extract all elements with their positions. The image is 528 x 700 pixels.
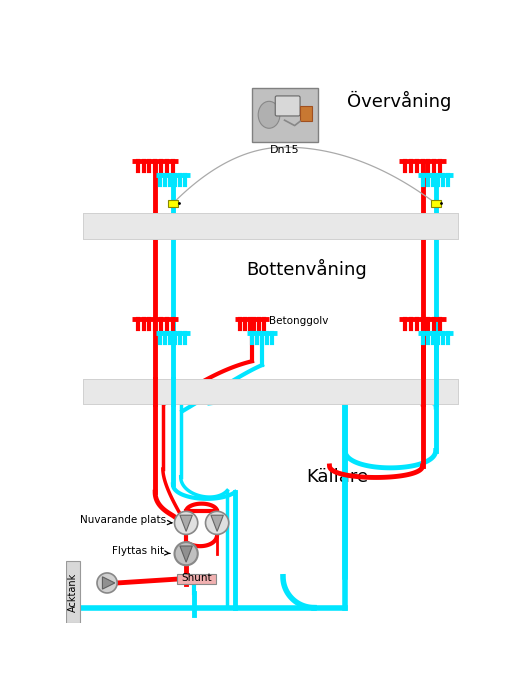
- Polygon shape: [211, 515, 223, 531]
- Circle shape: [97, 573, 117, 593]
- Bar: [252, 88, 318, 141]
- Text: Bottenvåning: Bottenvåning: [246, 259, 366, 279]
- Text: Nuvarande plats: Nuvarande plats: [80, 515, 172, 525]
- FancyBboxPatch shape: [431, 200, 441, 206]
- Polygon shape: [102, 577, 115, 589]
- Ellipse shape: [258, 102, 280, 128]
- FancyBboxPatch shape: [275, 96, 300, 116]
- Circle shape: [205, 511, 229, 535]
- Polygon shape: [180, 515, 192, 531]
- Polygon shape: [180, 546, 192, 562]
- Bar: [300, 106, 313, 121]
- Text: Acktank: Acktank: [68, 573, 78, 612]
- Bar: [66, 561, 80, 623]
- Bar: [83, 379, 458, 405]
- Text: Källare: Källare: [306, 468, 369, 486]
- Text: Flyttas hit: Flyttas hit: [112, 546, 170, 556]
- FancyBboxPatch shape: [168, 200, 178, 206]
- Bar: [83, 214, 458, 239]
- Circle shape: [174, 542, 198, 566]
- Text: Shunt: Shunt: [181, 573, 212, 582]
- Circle shape: [174, 511, 198, 535]
- Text: Dn15: Dn15: [270, 145, 300, 155]
- Text: Betonggolv: Betonggolv: [269, 316, 328, 326]
- Bar: [83, 379, 458, 405]
- Bar: [177, 575, 215, 584]
- Bar: [83, 214, 458, 239]
- Text: Övervåning: Övervåning: [347, 91, 451, 111]
